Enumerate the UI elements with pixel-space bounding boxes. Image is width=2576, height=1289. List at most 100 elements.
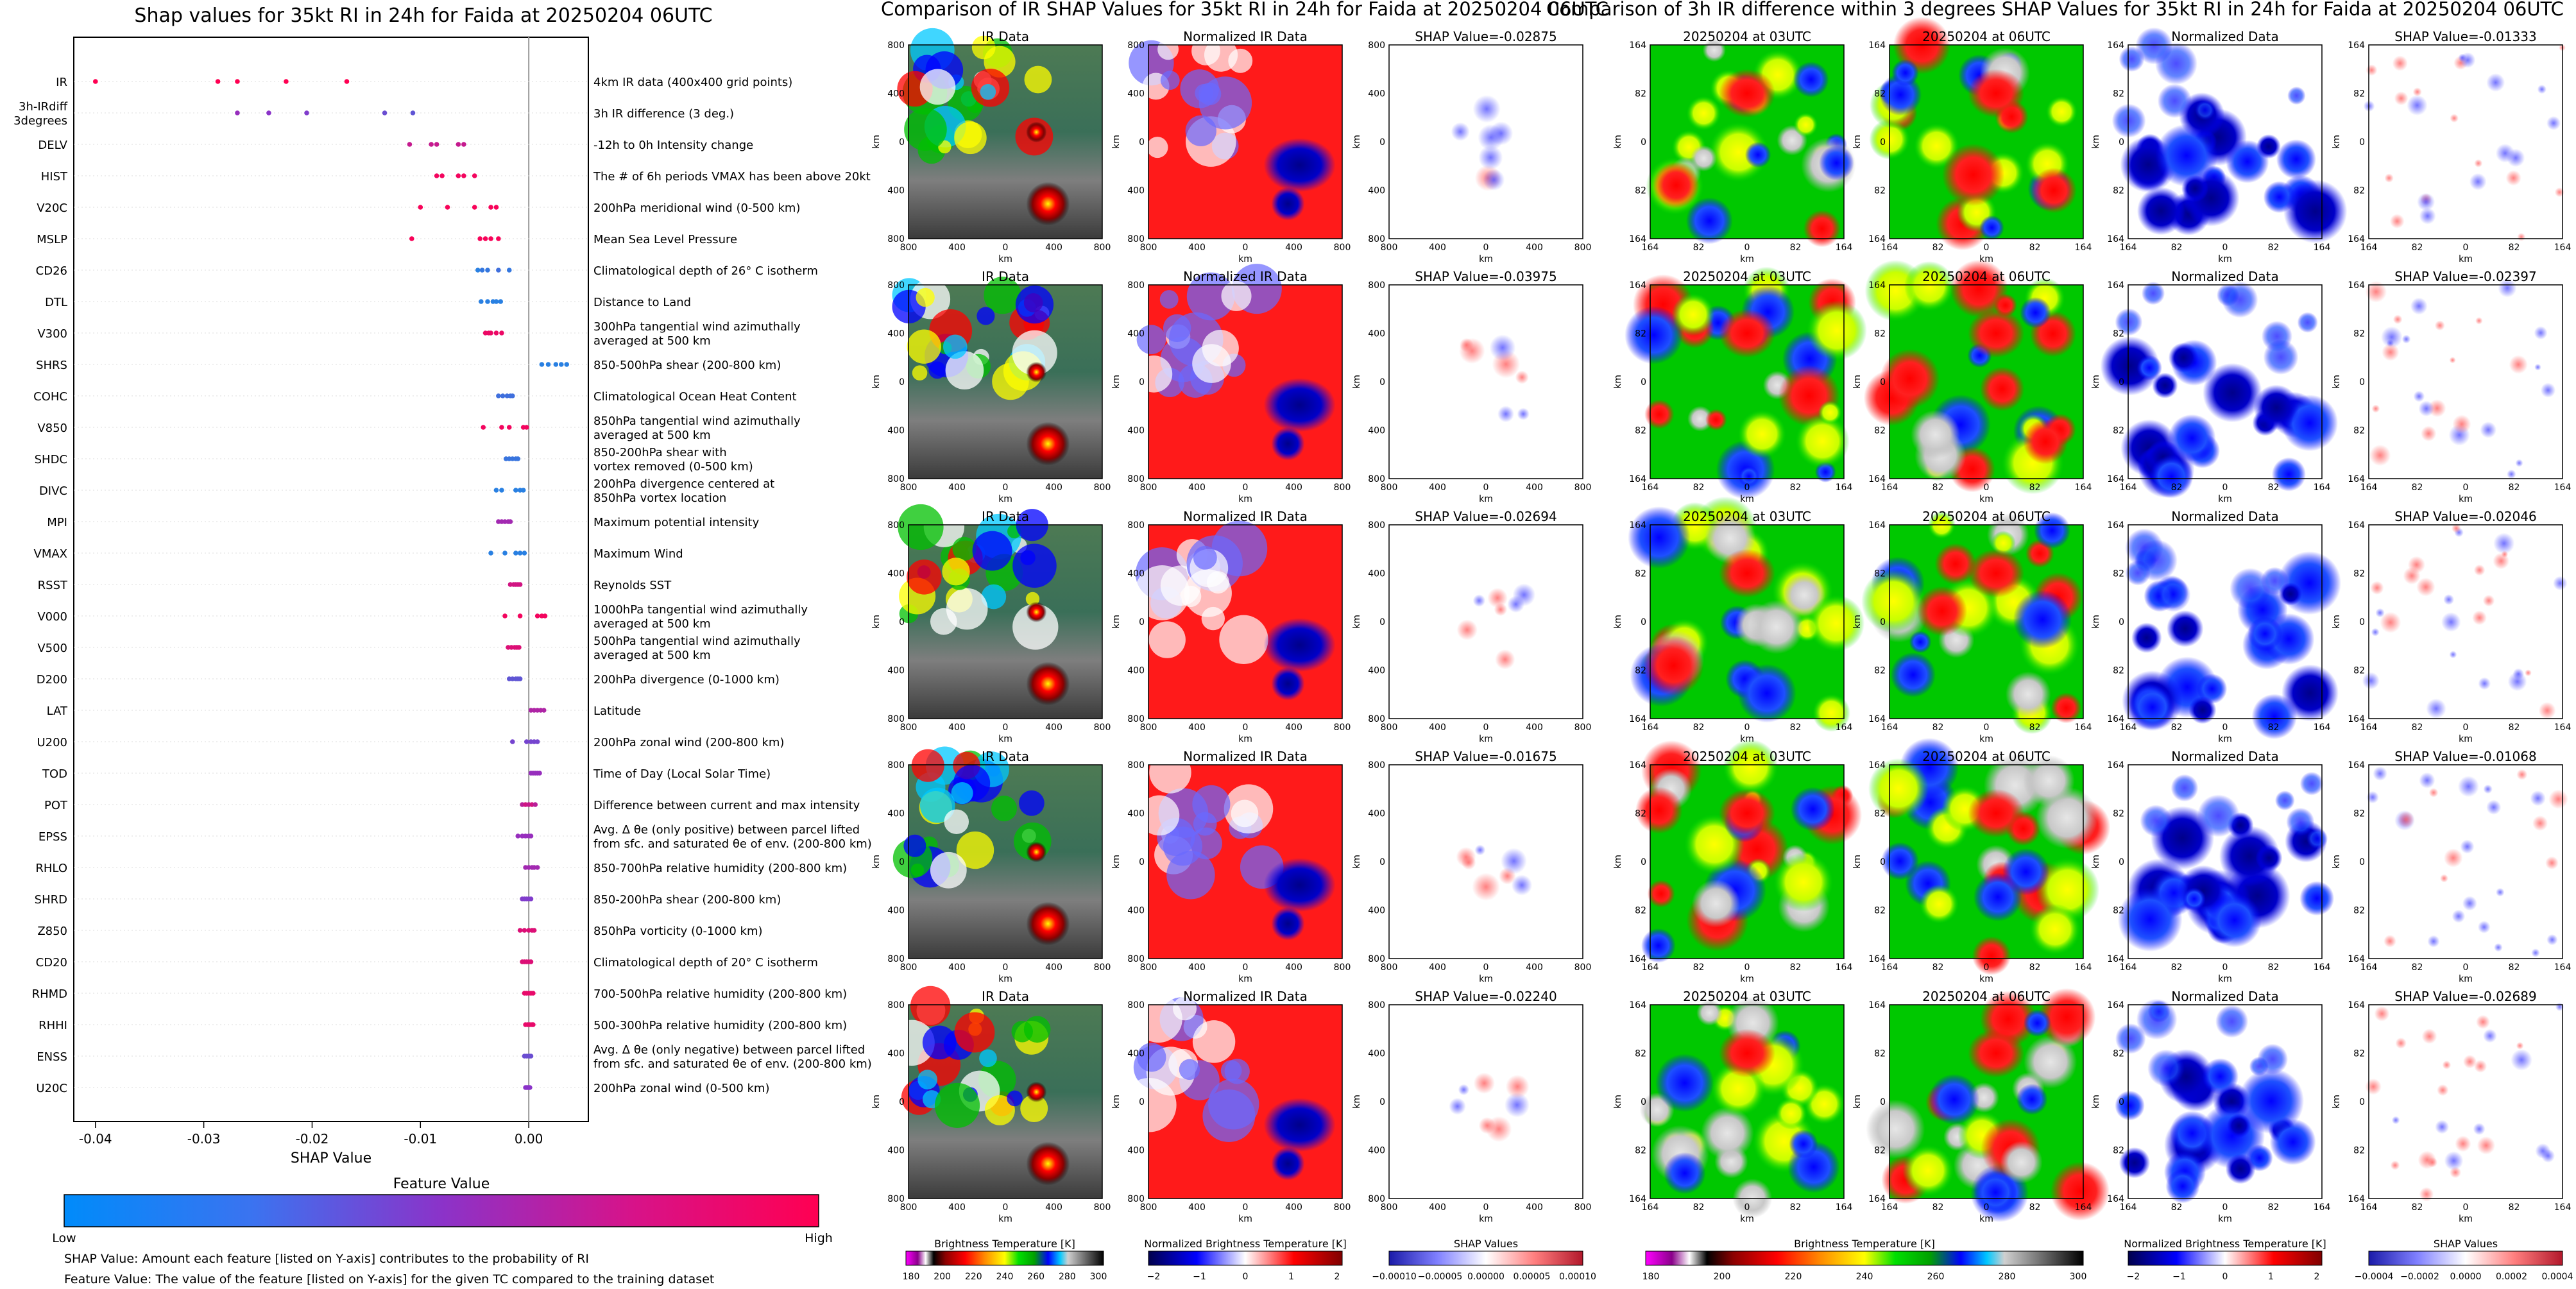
- ir-cloud: [910, 986, 951, 1027]
- x-tick-label: 164: [1881, 243, 1898, 253]
- x-tick-label: 164: [2360, 243, 2378, 253]
- colorbar-tick: 280: [1059, 1272, 1076, 1282]
- feature-code: DTL: [45, 296, 67, 309]
- feature-description: 850-500hPa shear (200-800 km): [593, 359, 781, 372]
- feature-row-pot: POT Difference between current and max in…: [44, 799, 860, 812]
- x-tick-label: 800: [1094, 482, 1111, 493]
- bt-feature: [1904, 261, 1955, 312]
- ir-cloud: [951, 782, 973, 805]
- shap-point: [485, 268, 490, 273]
- shap-blob: [2426, 698, 2446, 719]
- normalized-feature: [2263, 339, 2299, 375]
- colorbar: Brightness Temperature [K] 180 200 220 240 26…: [903, 1238, 1107, 1282]
- bt-feature: [2038, 988, 2096, 1046]
- bt-feature: [1628, 506, 1691, 569]
- colorbar-label: Normalized Brightness Temperature [K]: [2124, 1238, 2326, 1250]
- shap-blob: [2532, 815, 2548, 832]
- ir-cloud: [903, 834, 926, 857]
- bt-feature: [1647, 880, 1675, 908]
- shap-blob: [2474, 159, 2483, 167]
- shap-blob: [2394, 91, 2409, 106]
- y-tick-label: 164: [1629, 1000, 1646, 1011]
- normalized-feature: [2157, 83, 2192, 118]
- x-tick-label: 0: [1984, 243, 1990, 253]
- shap-blob: [2553, 576, 2568, 591]
- y-tick-label: 164: [2348, 40, 2365, 51]
- shap-point: [434, 173, 439, 178]
- x-tick-label: 82: [1790, 1202, 1802, 1213]
- shap-point: [506, 425, 512, 430]
- y-tick-label: 82: [2353, 329, 2365, 339]
- y-tick-label: 164: [2348, 234, 2365, 244]
- y-tick-label: 0: [2359, 137, 2365, 148]
- panel-frame: [2128, 284, 2323, 479]
- feature-description: Maximum Wind: [593, 547, 683, 561]
- shap-blob: [1478, 145, 1503, 170]
- y-tick-label: 164: [1868, 520, 1886, 531]
- feature-code: SHRS: [36, 359, 67, 372]
- y-axis-label: km: [2332, 1095, 2342, 1109]
- shap-point: [493, 205, 499, 210]
- feature-description: Maximum potential intensity: [593, 516, 760, 529]
- panel-title: 20250204 at 03UTC: [1683, 29, 1811, 44]
- y-axis-label: km: [1111, 375, 1122, 389]
- feature-row-enss: ENSS Avg. Δ θe (only negative) between pa…: [37, 1043, 872, 1071]
- x-axis-label: km: [1238, 974, 1252, 984]
- shap-blob: [2418, 400, 2435, 417]
- normalized-feature: [2238, 1068, 2305, 1134]
- ir-cloud: [922, 1025, 957, 1060]
- shap-point: [284, 79, 289, 84]
- cold-core: [1271, 427, 1305, 461]
- shap-point: [510, 739, 515, 744]
- y-tick-label: 164: [2348, 1000, 2365, 1011]
- panel-frame: [1148, 44, 1343, 239]
- shap-blob: [2477, 1136, 2496, 1155]
- x-axis-label: km: [2459, 974, 2473, 984]
- x-tick-label: 0: [1483, 1202, 1489, 1213]
- y-tick-label: 0: [2119, 1097, 2124, 1107]
- feature-description: averaged at 500 km: [593, 334, 711, 348]
- feature-description: 1000hPa tangential wind azimuthally: [593, 603, 808, 617]
- y-tick-label: 164: [2107, 954, 2124, 964]
- x-tick-label: 800: [1334, 722, 1351, 733]
- y-tick-label: 0: [1641, 137, 1646, 148]
- storm-core: [1026, 1141, 1070, 1186]
- normalized-cloud: [1148, 621, 1186, 658]
- y-axis-label: km: [871, 615, 882, 629]
- x-axis-label: km: [2218, 1214, 2232, 1224]
- ir-cloud: [954, 1012, 995, 1053]
- shap-point: [418, 205, 423, 210]
- y-tick-label: 82: [2113, 906, 2124, 916]
- ir-cloud: [977, 307, 995, 325]
- y-axis-label: km: [871, 1095, 882, 1109]
- shap-blob: [2525, 669, 2532, 676]
- x-tick-label: 164: [2120, 1202, 2137, 1213]
- x-tick-label: 800: [1574, 482, 1592, 493]
- y-axis-label: km: [2091, 855, 2101, 869]
- shap-point: [534, 613, 540, 619]
- x-tick-label: 164: [2120, 962, 2137, 973]
- shap-point: [382, 110, 388, 115]
- ir-cloud: [1020, 550, 1036, 565]
- bt-feature: [1880, 348, 1940, 409]
- shap-blob: [2493, 533, 2515, 554]
- x-tick-label: 800: [1140, 243, 1157, 253]
- shap-blob: [2444, 1151, 2464, 1170]
- normalized-feature: [2274, 790, 2295, 810]
- x-tick-label: 82: [2029, 962, 2041, 973]
- feature-description: Distance to Land: [593, 296, 691, 309]
- shap-blob: [2412, 87, 2422, 97]
- x-tick-label: 400: [1526, 482, 1543, 493]
- x-tick-label: 400: [1429, 962, 1446, 973]
- normalized-feature: [2117, 887, 2183, 952]
- panel-frame: [1889, 764, 2084, 959]
- feature-value-colorbar: [64, 1194, 819, 1227]
- shap-blob: [1478, 124, 1505, 151]
- shap-blob: [2391, 1116, 2400, 1125]
- feature-code: U20C: [36, 1082, 67, 1095]
